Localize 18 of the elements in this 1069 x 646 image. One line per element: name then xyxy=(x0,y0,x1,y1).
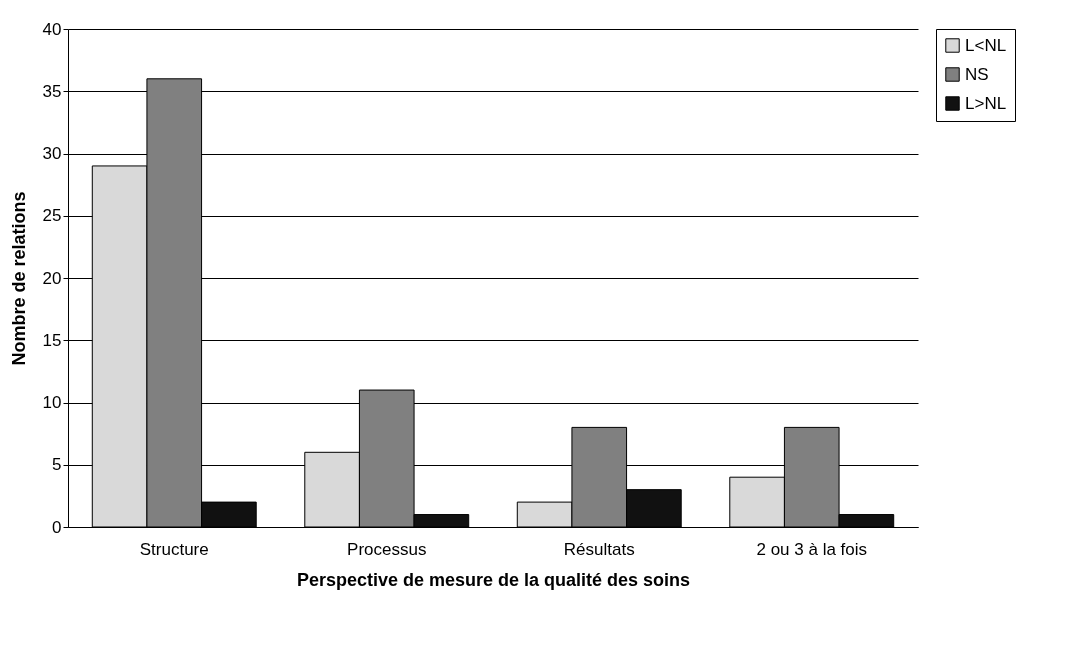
legend-label: L>NL xyxy=(965,93,1007,113)
x-tick-label: Résultats xyxy=(563,539,635,559)
legend-label: L<NL xyxy=(965,35,1007,55)
y-tick-label: 30 xyxy=(42,144,62,163)
x-tick-label: 2 ou 3 à la fois xyxy=(756,539,868,559)
y-tick-label: 5 xyxy=(52,455,62,475)
y-tick-label: 35 xyxy=(42,81,62,101)
y-tick-label: 10 xyxy=(42,393,62,412)
y-axis-title: Nombre de relations xyxy=(8,191,29,366)
y-tick-label: 0 xyxy=(52,517,62,537)
y-tick-label: 40 xyxy=(42,19,62,39)
x-tick-label: Structure xyxy=(139,539,209,559)
y-tick-label: 15 xyxy=(42,330,62,350)
y-tick-label: 20 xyxy=(42,268,62,288)
x-axis-title: Perspective de mesure de la qualité des soins xyxy=(296,569,691,590)
y-tick-label: 25 xyxy=(42,206,62,226)
x-tick-label: Processus xyxy=(347,539,427,559)
legend-label: NS xyxy=(965,64,989,84)
